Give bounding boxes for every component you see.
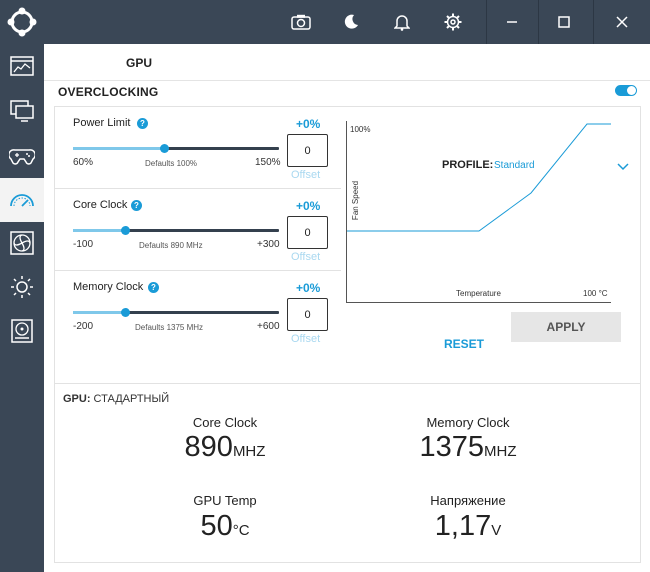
slider-thumb[interactable] [159,144,169,153]
overclocking-toggle[interactable] [615,85,637,96]
power-limit-max: 150% [255,157,281,168]
core-clock-min: -100 [73,239,94,250]
sidebar-item-brightness[interactable] [0,265,44,309]
sidebar-item-overclock[interactable] [0,178,44,222]
power-limit-defaults: Defaults 100% [145,159,198,168]
core-clock-max: +300 [257,239,280,250]
core-clock-stat-label: Core Clock [192,415,258,430]
storage-icon [11,319,33,343]
gamepad-icon [9,149,35,165]
gpu-temp-stat-value: 50°C [200,510,250,542]
memory-clock-min: -200 [73,321,94,332]
power-limit-label: Power Limit [73,117,131,129]
fan-speed-axis-label: Fan Speed [351,180,361,221]
speedometer-icon [10,194,34,207]
sidebar-item-storage[interactable] [0,309,44,353]
core-clock-slider[interactable] [73,226,279,235]
core-clock-offset-label: Offset [291,251,321,263]
memory-clock-slider[interactable] [73,308,279,317]
bell-icon[interactable] [377,0,427,44]
power-limit-offset-label: Offset [291,169,321,181]
camera-icon[interactable] [276,0,326,44]
reset-button[interactable]: RESET [443,337,484,351]
moon-icon[interactable] [326,0,376,44]
close-icon[interactable] [594,0,650,44]
fan-speed-max-label: 100% [350,125,371,134]
voltage-stat-value: 1,17V [434,510,502,542]
memory-clock-percent: +0% [296,281,321,295]
core-clock-defaults: Defaults 890 MHz [139,241,203,250]
sidebar-item-fan[interactable] [0,221,44,265]
overclocking-title: OVERCLOCKING [58,85,159,99]
slider-fill [73,311,125,314]
sidebar [0,44,44,572]
power-limit-percent: +0% [296,117,321,131]
sidebar-item-gamepad[interactable] [0,134,44,178]
overclocking-card: Power Limit ? +0% 60% Defaults 100% 150%… [54,106,641,415]
maximize-icon[interactable] [539,0,589,44]
memory-clock-input[interactable]: 0 [287,298,328,331]
help-icon[interactable]: ? [137,118,148,129]
sidebar-item-dashboard[interactable] [0,45,44,89]
core-clock-percent: +0% [296,199,321,213]
monitor-icon [10,100,34,122]
gpu-temp-stat-label: GPU Temp [193,493,257,508]
voltage-stat-label: Напряжение [430,493,506,508]
core-clock-label: Core Clock [73,199,128,211]
help-icon[interactable]: ? [131,200,142,211]
memory-clock-max: +600 [257,321,280,332]
brightness-icon [11,276,33,298]
page-title: GPU [126,56,153,70]
slider-fill [73,147,164,150]
fan-curve-chart[interactable]: 100% Fan Speed Temperature 100 °C [346,121,611,303]
slider-thumb[interactable] [120,308,130,317]
fan-icon [10,231,34,255]
logo-icon [0,0,44,44]
gpu-stats-card: GPU: СТАДАРТНЫЙ Core Clock 890MHZ Memory… [54,383,641,563]
minimize-icon[interactable] [487,0,537,44]
temperature-max-label: 100 °C [583,289,608,298]
apply-button[interactable]: APPLY [511,312,621,342]
slider-thumb[interactable] [120,226,130,235]
sidebar-item-monitor[interactable] [0,89,44,133]
slider-fill [73,229,125,232]
power-limit-slider[interactable] [73,144,279,153]
core-clock-stat-value: 890MHZ [184,431,266,463]
main-panel: GPU OVERCLOCKING Power Limit ? +0% 60% D… [44,44,650,572]
power-limit-min: 60% [73,157,94,168]
memory-clock-stat-label: Memory Clock [426,415,510,430]
core-clock-input[interactable]: 0 [287,216,328,249]
profile-label: PROFILE: [442,159,494,171]
dashboard-icon [10,56,34,76]
memory-clock-label: Memory Clock [73,281,144,293]
title-bar [0,0,650,44]
memory-clock-offset-label: Offset [291,333,321,345]
memory-clock-defaults: Defaults 1375 MHz [135,323,204,332]
temperature-axis-label: Temperature [456,289,501,298]
stats-title: GPU: СТАДАРТНЫЙ [63,393,170,405]
memory-clock-stat-value: 1375MHZ [419,431,517,463]
power-limit-input[interactable]: 0 [287,134,328,167]
gear-icon[interactable] [428,0,478,44]
chevron-down-icon[interactable] [617,158,629,176]
help-icon[interactable]: ? [148,282,159,293]
profile-dropdown[interactable]: Standard [494,160,535,171]
